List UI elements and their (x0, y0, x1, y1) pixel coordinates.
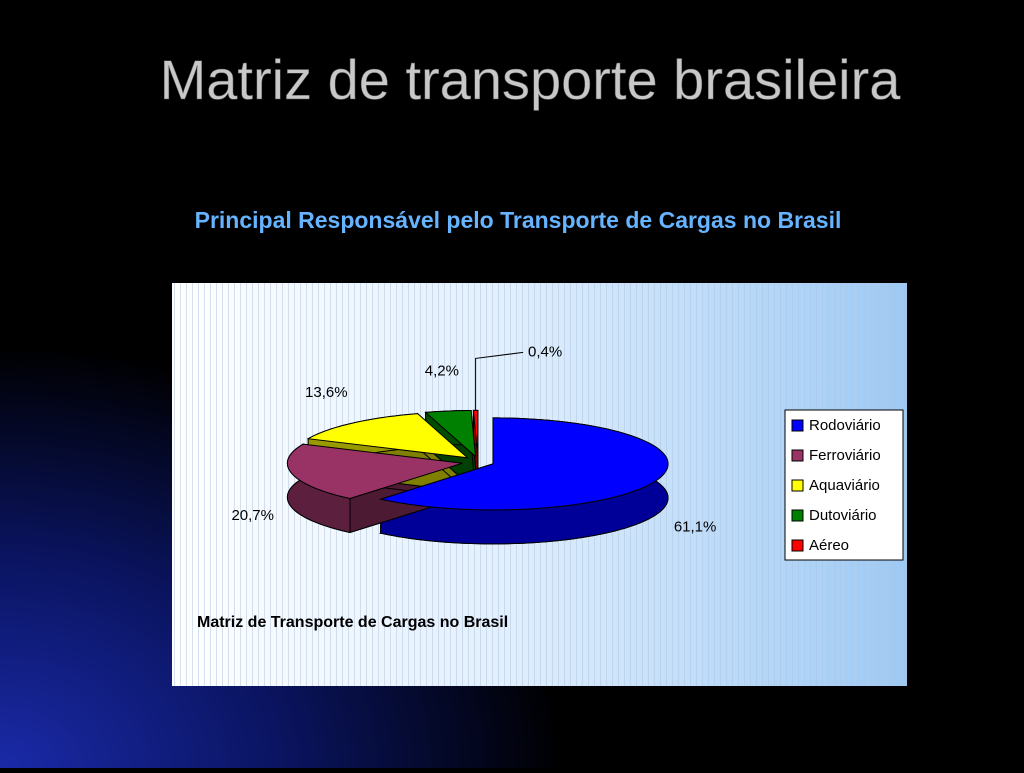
pie: 61,1% 20,7% 13,6% 4,2% 0,4% (231, 343, 717, 545)
leader-line (475, 351, 524, 411)
slide-subtitle: Principal Responsável pelo Transporte de… (195, 207, 842, 233)
legend-label: Aéreo (809, 537, 849, 554)
data-label: 20,7% (231, 507, 274, 524)
chart-caption: Matriz de Transporte de Cargas no Brasil (197, 614, 508, 631)
data-label: 13,6% (305, 384, 348, 401)
legend: Rodoviário Ferroviário Aquaviário Dutoviári… (791, 417, 881, 554)
data-label: 61,1% (674, 518, 717, 535)
legend-swatch (791, 539, 804, 552)
slide-title: Matriz de transporte brasileira (160, 48, 902, 111)
legend-swatch (791, 449, 804, 462)
legend-label: Dutoviário (809, 507, 877, 524)
slice (286, 443, 463, 500)
legend-swatch (791, 419, 804, 432)
legend-swatch (791, 479, 804, 492)
slice (378, 417, 669, 511)
data-label: 4,2% (425, 362, 459, 379)
legend-label: Rodoviário (809, 417, 881, 434)
legend-label: Aquaviário (809, 477, 880, 494)
data-label: 0,4% (528, 343, 562, 360)
legend-swatch (791, 509, 804, 522)
legend-label: Ferroviário (809, 447, 881, 464)
slice (424, 409, 477, 458)
legend-box (784, 409, 904, 561)
slice (306, 413, 470, 459)
